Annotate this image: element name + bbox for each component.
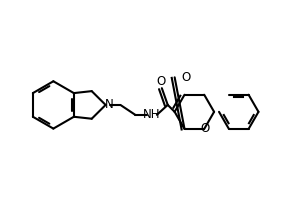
Text: O: O (201, 122, 210, 135)
Text: N: N (105, 98, 114, 111)
Text: NH: NH (143, 108, 161, 121)
Text: O: O (181, 71, 190, 84)
Text: O: O (156, 75, 166, 88)
